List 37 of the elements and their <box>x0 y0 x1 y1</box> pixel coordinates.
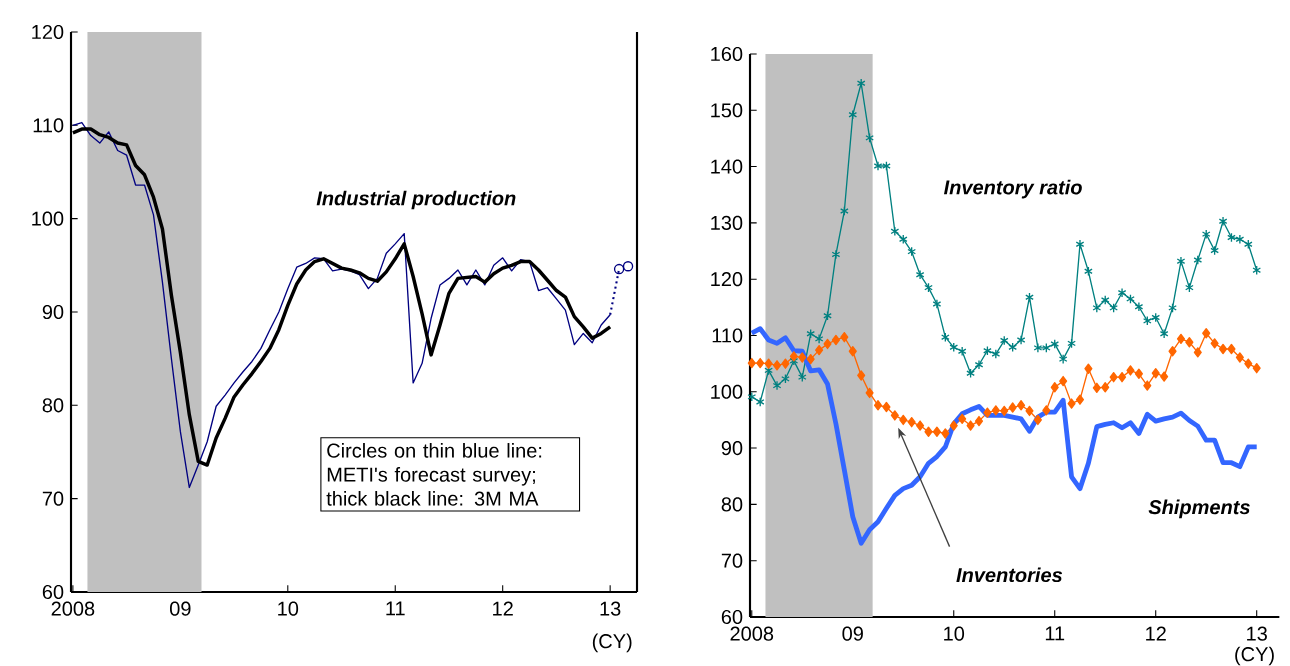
y-tick-label: 140 <box>711 159 743 174</box>
text: Inventories <box>956 567 1063 583</box>
y-tick-label: 110 <box>33 118 64 133</box>
x-tick-label: 11 <box>1045 626 1065 641</box>
y-tick-label: 130 <box>711 215 743 230</box>
y-tick-label: 70 <box>721 553 743 568</box>
x-tick-label: 09 <box>842 626 863 641</box>
x-tick-label: 12 <box>493 601 513 616</box>
y-tick-label: 160 <box>711 46 743 62</box>
x-tick-label: 09 <box>170 601 191 616</box>
y-tick-label: 80 <box>42 398 64 413</box>
x-tick-label: 13 <box>600 601 621 616</box>
y-tick-label: 60 <box>721 609 743 625</box>
y-tick-label: 70 <box>42 491 64 506</box>
annotation: Industrial production <box>316 190 516 210</box>
y-tick-label: 90 <box>42 304 64 320</box>
annotation: Circles on thin blue line: METI's forecast survey; thick black line: 3M MA <box>326 443 542 506</box>
y-tick-label: 80 <box>721 497 743 512</box>
y-tick-label: 110 <box>712 328 743 343</box>
y-tick-label: 60 <box>42 584 64 600</box>
x-axis-title: (CY) <box>592 633 632 653</box>
y-tick-label: 90 <box>721 441 743 456</box>
x-tick-label: 2008 <box>51 601 95 616</box>
x-tick-label: 10 <box>278 601 299 616</box>
x-tick-label: 12 <box>1146 626 1166 641</box>
x-tick-label: 13 <box>1247 626 1267 641</box>
x-tick-label: 2008 <box>730 626 774 641</box>
y-tick-label: 120 <box>32 24 64 40</box>
x-tick-label: 10 <box>944 626 965 641</box>
y-tick-label: 120 <box>711 272 743 287</box>
x-tick-label: 11 <box>386 601 405 616</box>
series-label: Shipments <box>1148 499 1250 519</box>
y-tick-label: 150 <box>711 103 743 118</box>
y-tick-label: 100 <box>711 384 743 399</box>
x-axis-title: (CY) <box>1235 646 1274 666</box>
y-tick-label: 100 <box>32 211 64 226</box>
text: Inventory ratio <box>943 179 1082 199</box>
